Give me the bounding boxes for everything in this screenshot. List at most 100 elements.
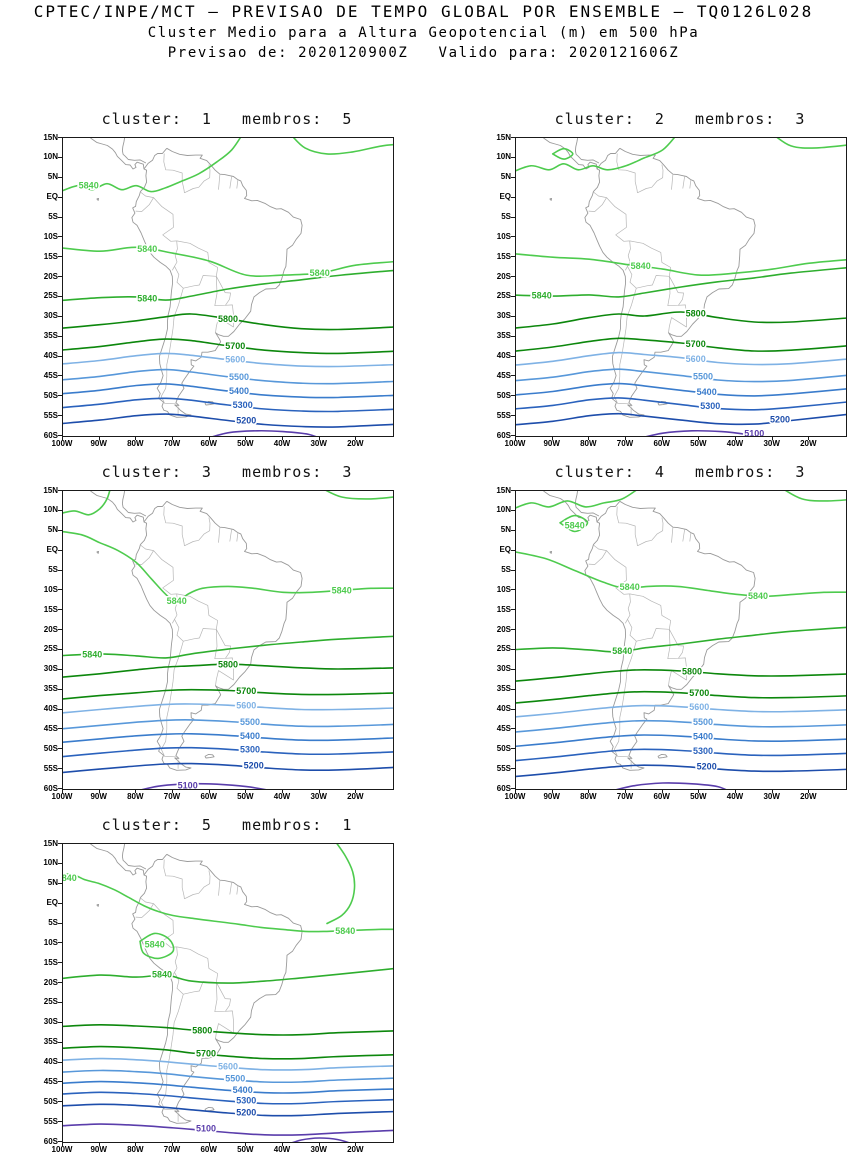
country-border — [689, 532, 692, 542]
lat-tick-mark — [511, 156, 515, 158]
country-border — [174, 240, 219, 289]
lat-tick-label: 15N — [43, 838, 58, 848]
contour-5200 — [516, 764, 846, 778]
lon-tick-mark — [282, 789, 283, 793]
contour-5100 — [63, 1123, 393, 1136]
contour-label-5400: 5400 — [693, 732, 713, 742]
lat-tick-label: 40S — [43, 704, 58, 713]
lat-tick-mark — [58, 435, 62, 436]
contour-label-5100: 5100 — [178, 780, 198, 790]
lon-tick-label: 30W — [763, 792, 780, 801]
contour-label-5600: 5600 — [225, 355, 245, 365]
country-border — [689, 179, 692, 189]
lat-tick-label: 10N — [496, 505, 511, 515]
lat-tick-mark — [511, 569, 515, 571]
lat-tick-label: 15S — [43, 957, 58, 967]
lat-tick-label: 60S — [43, 783, 58, 793]
lon-tick-mark — [625, 436, 626, 440]
contour-5100 — [141, 782, 267, 789]
lat-tick-label: 15S — [496, 604, 511, 614]
country-border — [671, 174, 674, 190]
lon-tick-mark — [771, 436, 773, 440]
coastline — [90, 491, 145, 523]
lon-tick-label: 70W — [616, 792, 634, 801]
lat-tick-mark — [58, 276, 62, 278]
lon-tick-label: 50W — [237, 1145, 254, 1154]
lat-tick-label: 35S — [496, 684, 511, 694]
contour-label-5700: 5700 — [236, 686, 256, 696]
lon-tick-mark — [135, 1142, 137, 1146]
lat-tick-label: 45S — [496, 370, 511, 380]
lat-tick-mark — [58, 882, 62, 884]
lat-tick-mark — [58, 688, 62, 690]
panel-title: cluster: 3 membros: 3 — [101, 463, 353, 481]
lat-tick-mark — [58, 862, 62, 864]
contour-5840 — [559, 514, 589, 533]
lat-tick-label: 5S — [501, 565, 511, 574]
contour-5840 — [63, 269, 393, 302]
country-border — [135, 903, 154, 918]
lat-tick-label: 55S — [43, 1116, 58, 1126]
lon-tick-label: 60W — [200, 792, 217, 801]
lat-tick-mark — [511, 236, 515, 238]
lon-tick-mark — [245, 436, 247, 440]
lat-tick-mark — [511, 589, 515, 591]
country-border — [637, 164, 664, 194]
lat-tick-mark — [58, 156, 62, 158]
contour-label-5600: 5600 — [236, 701, 256, 711]
lat-tick-label: 25S — [496, 291, 511, 301]
lon-tick-label: 80W — [580, 439, 597, 448]
lat-tick-label: 5N — [500, 172, 511, 182]
country-border — [225, 304, 234, 328]
coastline — [549, 197, 553, 201]
cluster-panel-4: cluster: 4 membros: 3 5840 5840 5840 5840 580… — [496, 463, 847, 801]
country-border — [236, 179, 239, 189]
lon-tick-label: 30W — [763, 439, 780, 448]
lat-tick-mark — [58, 335, 62, 337]
lat-tick-label: 40S — [496, 351, 511, 360]
country-border — [229, 176, 233, 189]
contour-5100 — [291, 1137, 350, 1142]
contour-5600 — [63, 1057, 393, 1071]
lat-tick-mark — [511, 768, 515, 770]
lat-tick-label: 60S — [496, 430, 511, 440]
contour-5200 — [63, 1103, 393, 1117]
lon-tick-label: 60W — [653, 792, 670, 801]
lon-tick-label: 90W — [543, 439, 560, 448]
contour-label-5400: 5400 — [240, 731, 260, 741]
country-border — [236, 885, 239, 895]
contour-label-5840: 5840 — [332, 585, 352, 595]
country-border — [613, 288, 637, 405]
lat-tick-mark — [511, 688, 515, 690]
contour-5700 — [516, 690, 846, 704]
lon-tick-mark — [551, 436, 553, 440]
contour-5840 — [784, 491, 846, 502]
contour-label-5840: 5840 — [310, 268, 330, 278]
lat-tick-label: 10S — [496, 584, 511, 594]
contour-label-5800: 5800 — [686, 309, 706, 319]
contour-5840 — [516, 266, 846, 298]
lat-tick-label: 5N — [47, 878, 58, 888]
contour-5400 — [63, 383, 393, 399]
contour-5400 — [516, 382, 846, 397]
country-border — [616, 153, 638, 193]
lat-tick-mark — [511, 176, 515, 178]
lat-tick-label: 15N — [496, 485, 511, 495]
country-border — [637, 517, 664, 547]
lat-tick-mark — [511, 216, 515, 218]
lon-tick-mark — [245, 1142, 247, 1146]
lon-tick-label: 90W — [543, 792, 560, 801]
country-border — [229, 529, 233, 542]
contour-5840 — [326, 844, 356, 925]
lat-tick-mark — [58, 982, 62, 984]
lat-tick-label: 55S — [43, 410, 58, 420]
lat-tick-label: 60S — [43, 430, 58, 440]
contour-5840 — [292, 138, 393, 155]
lat-tick-mark — [511, 509, 515, 511]
contour-label-5800: 5800 — [682, 666, 702, 676]
contour-label-5840: 5840 — [137, 294, 157, 304]
contour-label-5840: 5840 — [748, 591, 768, 601]
lat-tick-label: EQ — [499, 545, 511, 555]
lat-tick-mark — [511, 415, 515, 417]
